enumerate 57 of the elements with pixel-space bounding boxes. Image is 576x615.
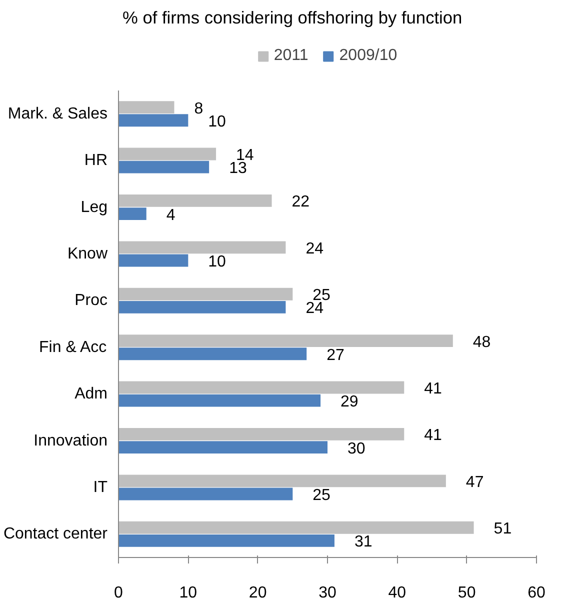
x-tick-label: 40	[388, 584, 406, 602]
data-label: 22	[292, 194, 310, 211]
bar	[118, 534, 334, 547]
data-label: 27	[326, 346, 344, 364]
y-tick-label: HR	[84, 152, 108, 170]
data-label: 51	[494, 520, 512, 538]
data-label: 30	[348, 440, 366, 458]
data-label: 10	[208, 253, 226, 270]
x-tick-label: 20	[248, 584, 267, 602]
x-tick-label: 30	[318, 584, 336, 602]
bar	[118, 160, 210, 174]
data-label: 48	[472, 334, 491, 351]
bar	[118, 114, 188, 127]
data-label: 29	[340, 394, 358, 411]
bar	[118, 474, 446, 488]
bar	[118, 488, 293, 500]
bar	[118, 288, 293, 300]
bar	[118, 148, 216, 160]
y-tick-label: Fin & Acc	[39, 338, 107, 356]
x-tick-label: 50	[458, 584, 476, 602]
y-tick-label: IT	[93, 478, 108, 496]
data-label: 25	[312, 486, 331, 504]
bar	[118, 521, 474, 534]
bar	[118, 254, 188, 267]
bar	[118, 194, 272, 207]
chart-title: % of firms considering offshoring by function	[122, 8, 462, 28]
y-tick-label: Adm	[74, 386, 108, 403]
y-tick-label: Leg	[80, 198, 108, 216]
y-tick-label: Know	[67, 245, 108, 262]
y-tick-label: Proc	[74, 292, 108, 310]
bar	[118, 334, 453, 348]
bar	[118, 241, 286, 254]
x-tick-label: 60	[528, 584, 546, 602]
y-tick-label: Innovation	[34, 432, 108, 450]
x-tick-label: 0	[114, 584, 124, 602]
data-label: 31	[354, 534, 372, 551]
bar	[118, 300, 286, 314]
data-label: 47	[466, 474, 484, 491]
bar	[118, 441, 328, 454]
bar	[118, 208, 146, 220]
data-label: 41	[424, 380, 442, 398]
data-label: 10	[208, 113, 226, 130]
bar	[118, 428, 404, 440]
data-label: 41	[424, 427, 442, 444]
legend-label: 2011	[274, 47, 308, 65]
x-tick-label: 10	[179, 584, 198, 602]
data-label: 4	[166, 206, 176, 224]
bar	[118, 394, 321, 407]
y-tick-label: Mark. & Sales	[8, 105, 108, 122]
data-label: 8	[194, 100, 204, 118]
bar	[118, 381, 404, 394]
data-label: 24	[306, 300, 324, 318]
bar	[118, 101, 174, 114]
bar	[118, 348, 307, 360]
legend-label: 2009/10	[339, 47, 398, 65]
y-tick-label: Contact center	[3, 526, 108, 543]
data-label: 24	[306, 240, 324, 258]
